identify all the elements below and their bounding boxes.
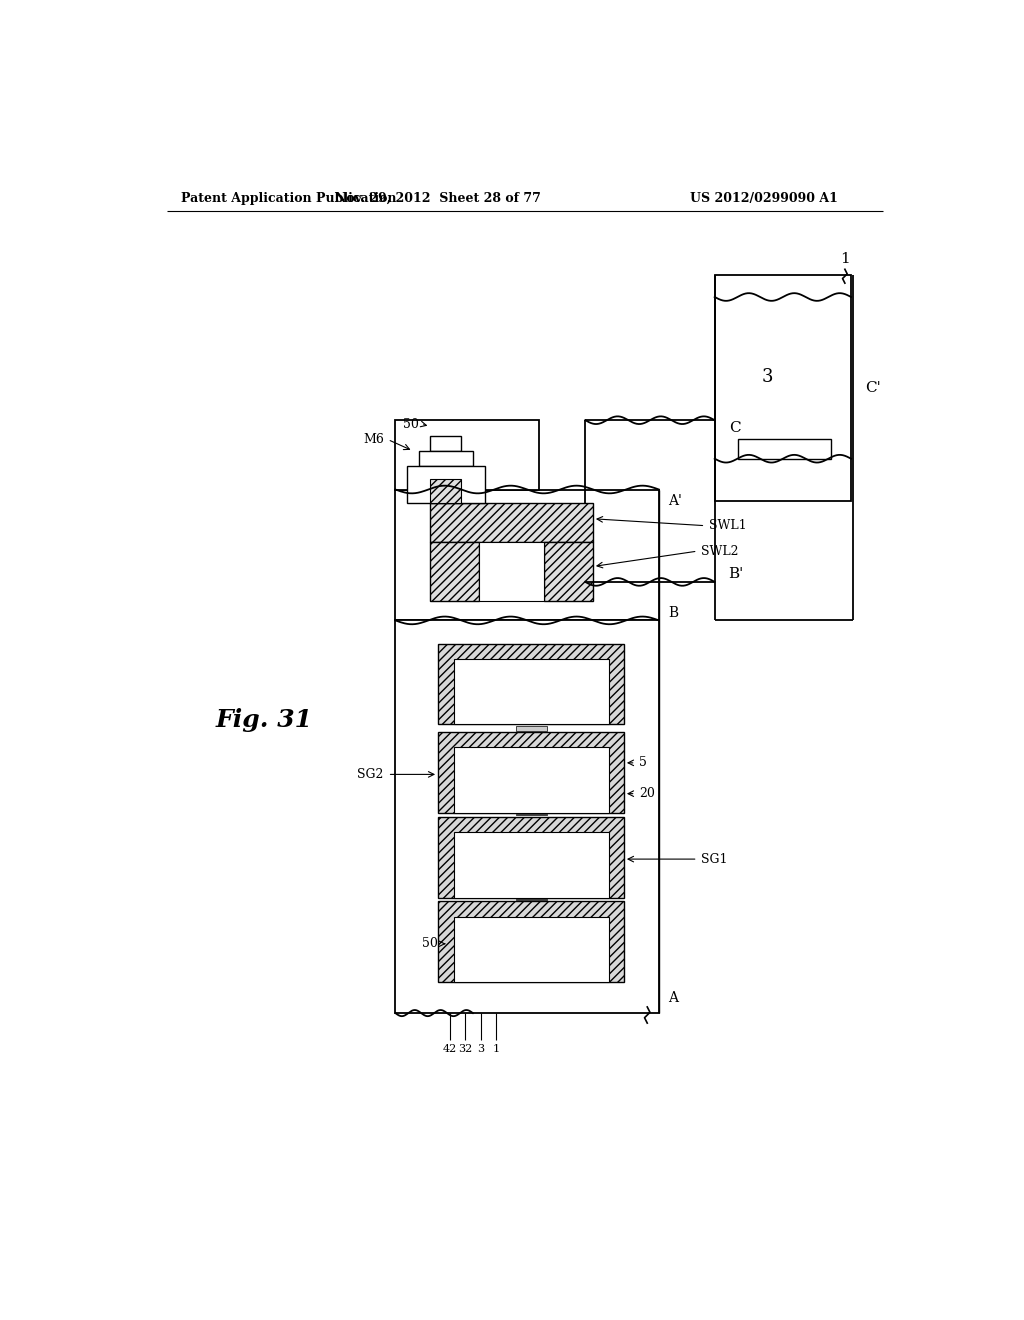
Text: 50: 50 bbox=[402, 417, 419, 430]
Text: 1: 1 bbox=[840, 252, 850, 265]
Bar bbox=[515, 726, 547, 730]
Bar bbox=[454, 659, 608, 725]
Text: 50: 50 bbox=[422, 937, 438, 950]
Text: 3: 3 bbox=[477, 1044, 484, 1055]
Bar bbox=[438, 644, 624, 725]
Text: 42: 42 bbox=[442, 1044, 457, 1055]
Bar bbox=[454, 832, 608, 898]
Bar bbox=[738, 440, 830, 459]
Text: Patent Application Publication: Patent Application Publication bbox=[180, 191, 396, 205]
Bar bbox=[544, 543, 593, 601]
Text: C': C' bbox=[865, 381, 881, 395]
Text: Fig. 31: Fig. 31 bbox=[215, 709, 312, 733]
Bar bbox=[430, 479, 461, 503]
Text: 1: 1 bbox=[493, 1044, 500, 1055]
Text: 32: 32 bbox=[458, 1044, 472, 1055]
Text: A': A' bbox=[669, 494, 682, 508]
Bar bbox=[438, 902, 624, 982]
Bar bbox=[430, 436, 461, 451]
Bar bbox=[430, 543, 479, 601]
Text: M6: M6 bbox=[362, 433, 384, 446]
Bar bbox=[438, 817, 624, 898]
Bar bbox=[438, 733, 624, 813]
Bar bbox=[454, 917, 608, 982]
Text: 3: 3 bbox=[762, 368, 773, 385]
Text: A: A bbox=[669, 991, 678, 1005]
Text: C: C bbox=[729, 421, 740, 434]
Bar bbox=[430, 503, 593, 543]
Text: SG2: SG2 bbox=[357, 768, 384, 781]
Bar bbox=[395, 620, 658, 1014]
Bar bbox=[395, 490, 658, 620]
Text: US 2012/0299090 A1: US 2012/0299090 A1 bbox=[689, 191, 838, 205]
Text: B: B bbox=[669, 606, 678, 619]
Bar bbox=[479, 543, 544, 601]
Bar bbox=[715, 276, 851, 502]
Bar bbox=[454, 747, 608, 813]
Text: SG1: SG1 bbox=[701, 853, 728, 866]
Text: Nov. 29, 2012  Sheet 28 of 77: Nov. 29, 2012 Sheet 28 of 77 bbox=[335, 191, 541, 205]
Bar bbox=[407, 466, 484, 503]
Text: 20: 20 bbox=[640, 787, 655, 800]
Text: B': B' bbox=[729, 568, 743, 581]
Text: 5: 5 bbox=[640, 756, 647, 770]
Bar bbox=[419, 451, 473, 466]
Text: SWL2: SWL2 bbox=[701, 545, 739, 557]
Text: SWL1: SWL1 bbox=[710, 519, 746, 532]
Bar bbox=[395, 420, 539, 490]
